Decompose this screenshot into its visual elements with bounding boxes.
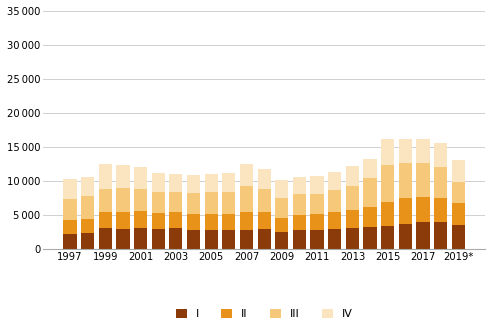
- Bar: [399, 224, 412, 249]
- Bar: [399, 198, 412, 224]
- Bar: [328, 190, 341, 212]
- Legend: I, II, III, IV: I, II, III, IV: [176, 309, 353, 319]
- Bar: [381, 139, 395, 165]
- Bar: [116, 188, 129, 212]
- Bar: [257, 229, 271, 249]
- Bar: [416, 197, 430, 222]
- Bar: [63, 220, 77, 234]
- Bar: [240, 164, 253, 186]
- Bar: [416, 222, 430, 249]
- Bar: [434, 144, 447, 167]
- Bar: [346, 166, 359, 186]
- Bar: [240, 186, 253, 212]
- Bar: [152, 213, 165, 229]
- Bar: [222, 173, 236, 192]
- Bar: [310, 176, 324, 194]
- Bar: [257, 169, 271, 189]
- Bar: [116, 229, 129, 249]
- Bar: [187, 193, 200, 214]
- Bar: [222, 214, 236, 230]
- Bar: [434, 198, 447, 222]
- Bar: [169, 228, 183, 249]
- Bar: [63, 199, 77, 220]
- Bar: [152, 174, 165, 192]
- Bar: [98, 189, 112, 212]
- Bar: [328, 229, 341, 249]
- Bar: [293, 177, 306, 195]
- Bar: [222, 230, 236, 249]
- Bar: [116, 165, 129, 188]
- Bar: [257, 189, 271, 212]
- Bar: [134, 211, 147, 228]
- Bar: [240, 230, 253, 249]
- Bar: [63, 180, 77, 199]
- Bar: [116, 212, 129, 229]
- Bar: [205, 192, 218, 214]
- Bar: [169, 212, 183, 228]
- Bar: [257, 212, 271, 229]
- Bar: [81, 177, 94, 197]
- Bar: [328, 172, 341, 190]
- Bar: [63, 234, 77, 249]
- Bar: [205, 174, 218, 192]
- Bar: [452, 160, 465, 182]
- Bar: [275, 232, 288, 249]
- Bar: [293, 195, 306, 215]
- Bar: [169, 174, 183, 192]
- Bar: [346, 228, 359, 249]
- Bar: [399, 139, 412, 162]
- Bar: [381, 165, 395, 202]
- Bar: [381, 226, 395, 249]
- Bar: [187, 230, 200, 249]
- Bar: [81, 219, 94, 233]
- Bar: [381, 202, 395, 226]
- Bar: [310, 194, 324, 214]
- Bar: [205, 230, 218, 249]
- Bar: [452, 225, 465, 249]
- Bar: [275, 218, 288, 232]
- Bar: [364, 227, 377, 249]
- Bar: [134, 189, 147, 211]
- Bar: [187, 175, 200, 193]
- Bar: [169, 192, 183, 212]
- Bar: [416, 162, 430, 197]
- Bar: [275, 180, 288, 198]
- Bar: [346, 186, 359, 210]
- Bar: [310, 214, 324, 230]
- Bar: [399, 162, 412, 198]
- Bar: [452, 203, 465, 225]
- Bar: [434, 167, 447, 198]
- Bar: [346, 210, 359, 228]
- Bar: [81, 197, 94, 219]
- Bar: [293, 230, 306, 249]
- Bar: [293, 215, 306, 230]
- Bar: [152, 229, 165, 249]
- Bar: [310, 230, 324, 249]
- Bar: [134, 228, 147, 249]
- Bar: [275, 198, 288, 218]
- Bar: [434, 222, 447, 249]
- Bar: [328, 212, 341, 229]
- Bar: [134, 167, 147, 189]
- Bar: [364, 178, 377, 207]
- Bar: [152, 192, 165, 213]
- Bar: [205, 214, 218, 230]
- Bar: [98, 212, 112, 228]
- Bar: [240, 212, 253, 230]
- Bar: [187, 214, 200, 230]
- Bar: [364, 159, 377, 178]
- Bar: [98, 228, 112, 249]
- Bar: [416, 139, 430, 162]
- Bar: [452, 182, 465, 203]
- Bar: [222, 192, 236, 214]
- Bar: [98, 164, 112, 189]
- Bar: [364, 207, 377, 227]
- Bar: [81, 233, 94, 249]
